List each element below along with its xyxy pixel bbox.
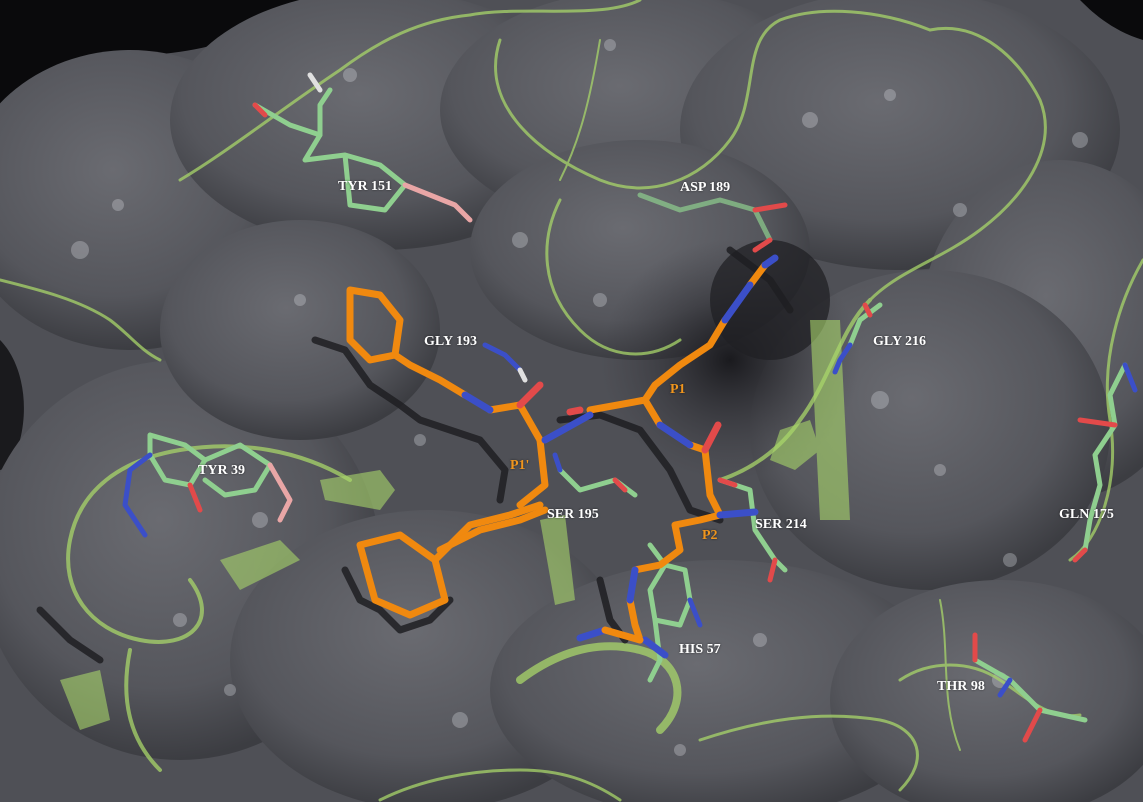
label-p2: P2 (702, 528, 718, 543)
gln175-sticks (1072, 362, 1138, 563)
label-gly193: GLY 193 (424, 334, 478, 349)
label-thr98: THR 98 (937, 679, 985, 694)
label-gly216: GLY 216 (873, 334, 927, 349)
ser195-sticks (552, 452, 638, 498)
label-ser214: SER 214 (755, 517, 807, 532)
label-p1: P1 (670, 382, 686, 397)
ligand-molecule (346, 254, 779, 659)
label-tyr151: TYR 151 (338, 179, 393, 194)
residue-sticks (122, 72, 1138, 743)
label-his57: HIS 57 (679, 642, 721, 657)
asp189-sticks (637, 192, 788, 253)
his57-sticks (647, 542, 703, 683)
label-ser195: SER 195 (547, 507, 599, 522)
thr98-sticks (972, 632, 1088, 743)
background-void-top-right (1080, 0, 1143, 40)
label-tyr39: TYR 39 (198, 463, 246, 478)
background-void-left (0, 340, 24, 470)
label-asp189: ASP 189 (680, 180, 731, 195)
surface-highlights (71, 39, 1088, 756)
label-gln175: GLN 175 (1059, 507, 1114, 522)
label-p1prime: P1' (510, 458, 530, 473)
gly216-sticks (832, 302, 883, 375)
beta-strands (60, 320, 850, 730)
gly193-sticks (482, 342, 528, 383)
ser214-sticks (717, 477, 788, 583)
s1-pocket (710, 240, 830, 360)
tyr39-sticks (122, 432, 293, 538)
tyr151-sticks (252, 72, 473, 223)
